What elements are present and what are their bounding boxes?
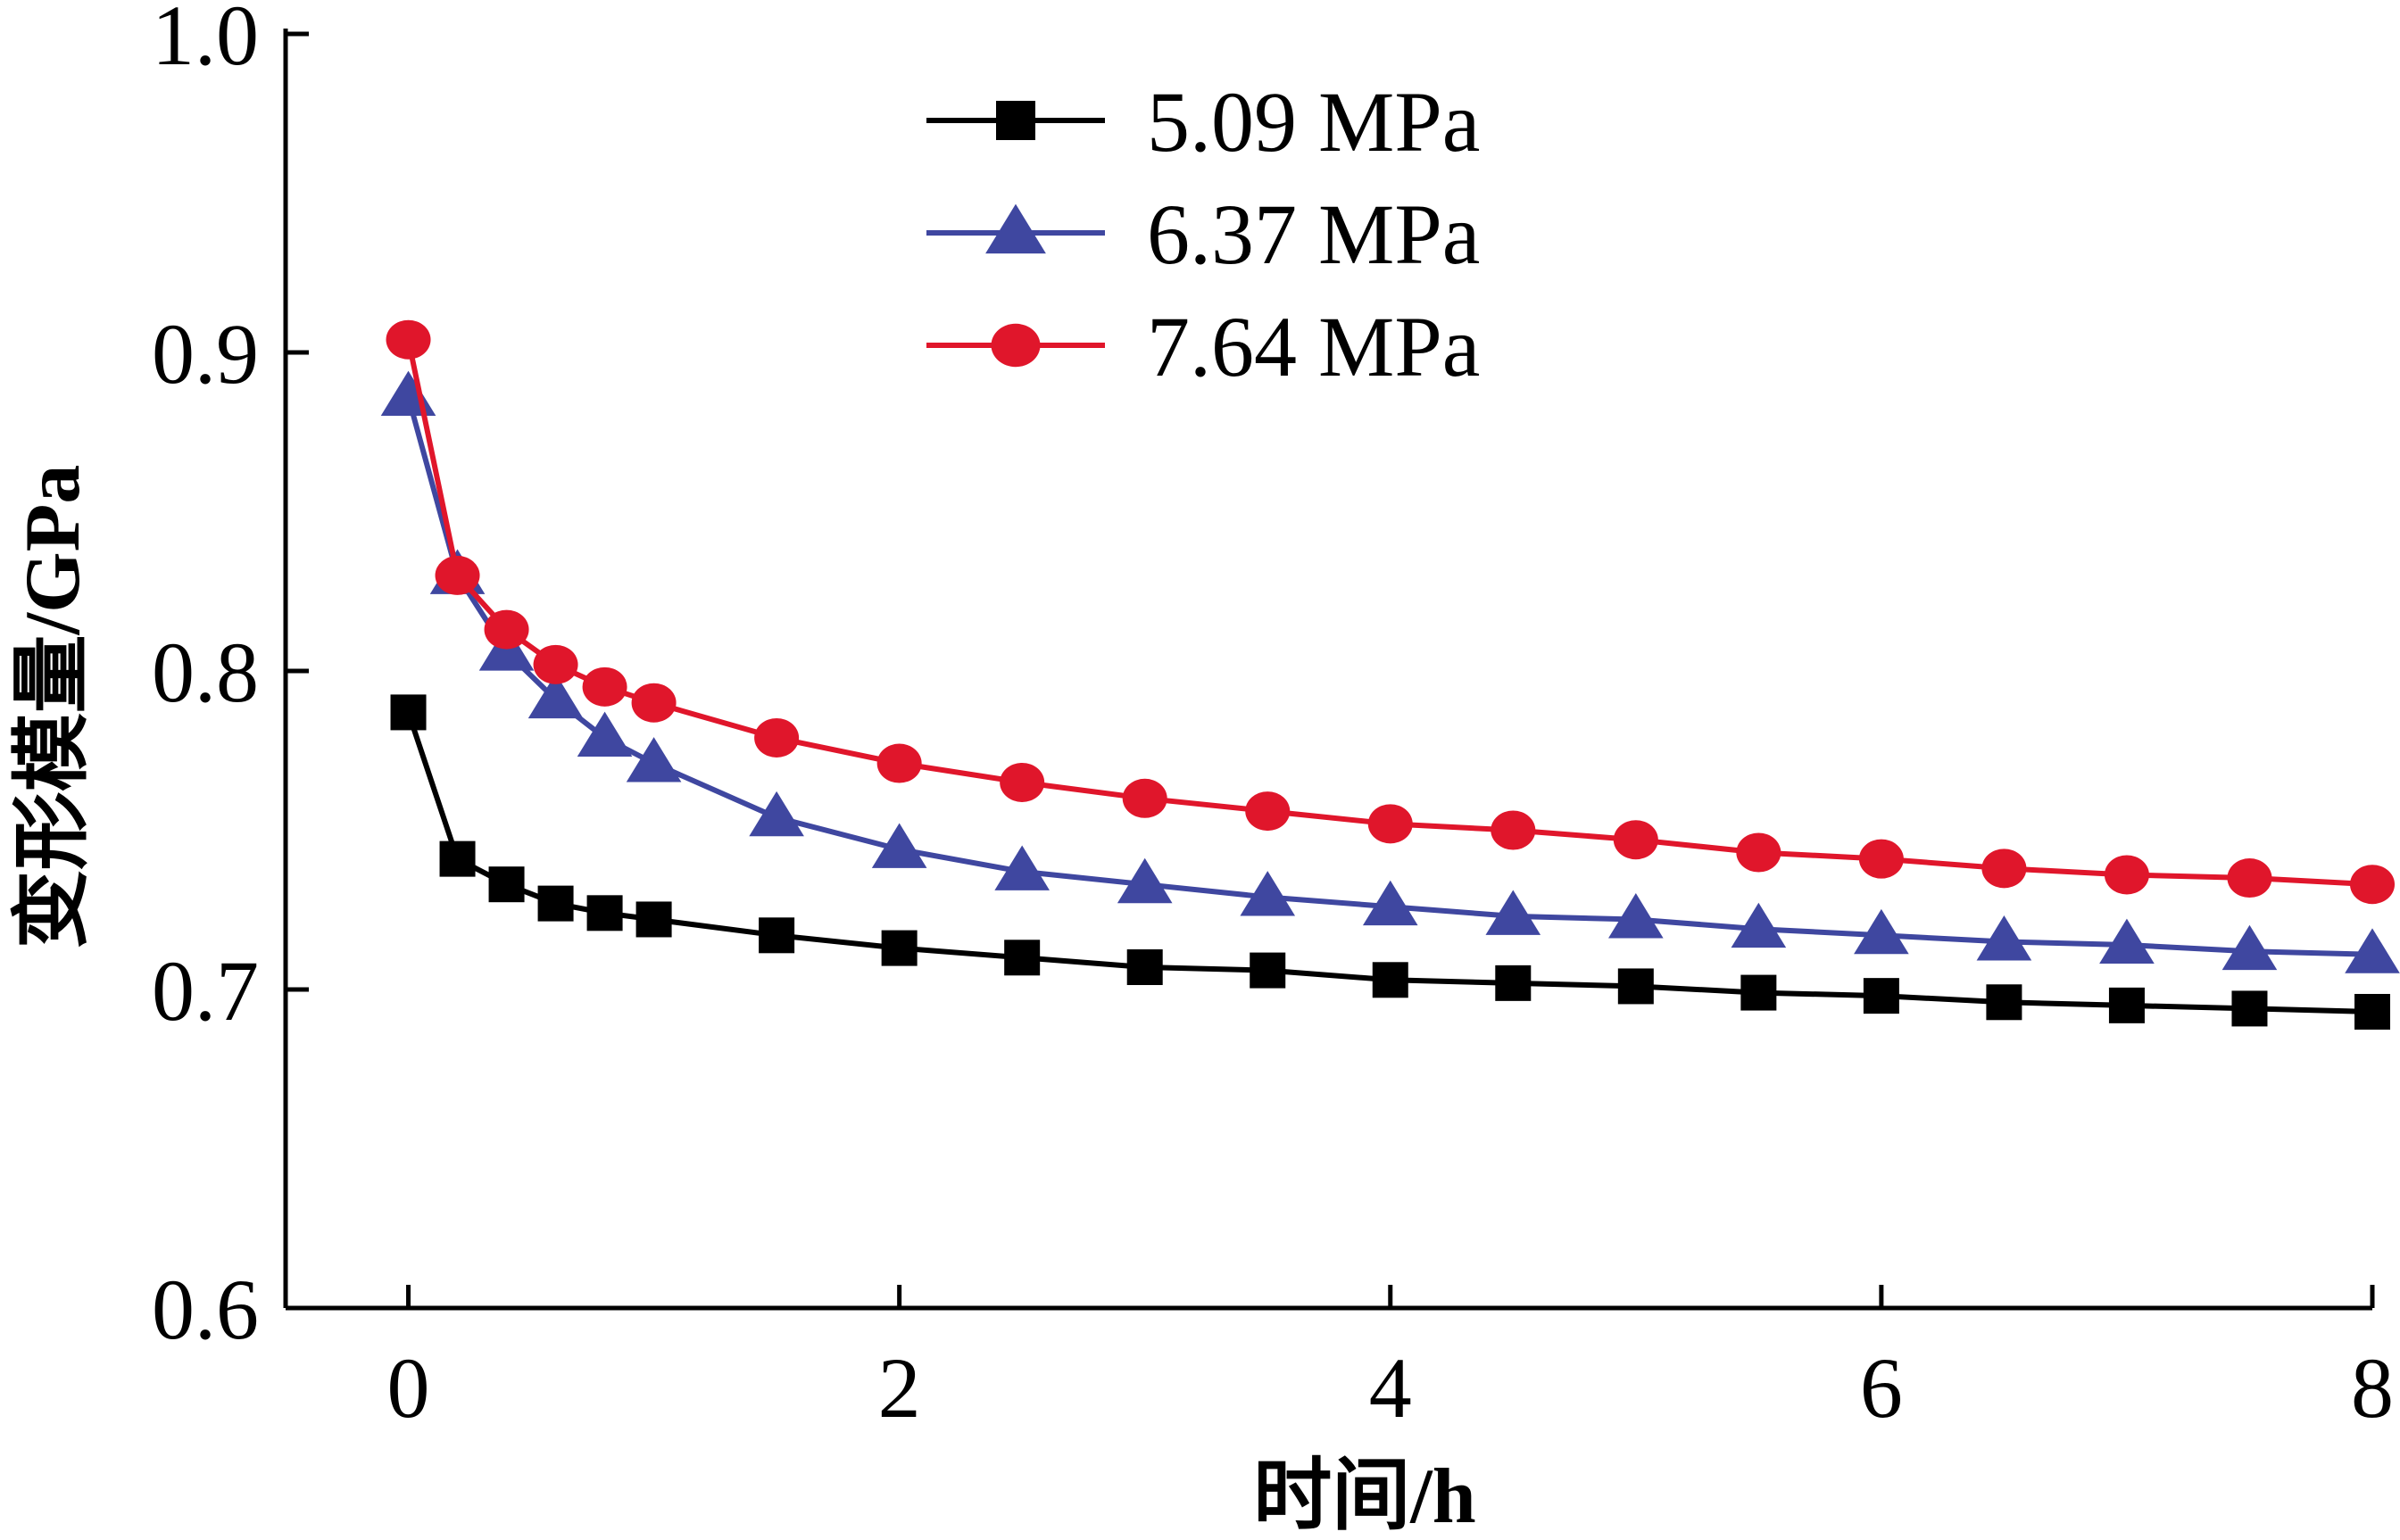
y-axis-title: 变形模量/GPa — [10, 465, 96, 949]
series-2 — [386, 319, 2395, 905]
data-point-1-19 — [2345, 928, 2400, 973]
legend-label-2: 7.64 MPa — [1147, 299, 1480, 394]
legend: 5.09 MPa 6.37 MPa 7.64 MPa — [926, 74, 1480, 394]
data-point-2-15 — [1858, 839, 1904, 879]
data-point-1-18 — [2221, 924, 2278, 971]
data-point-2-7 — [876, 743, 922, 783]
data-point-2-14 — [1736, 832, 1781, 873]
data-point-0-3 — [537, 885, 574, 922]
data-point-1-8 — [994, 845, 1050, 890]
legend-label-1: 6.37 MPa — [1147, 186, 1480, 282]
legend-marker-0 — [996, 101, 1035, 140]
data-point-0-19 — [2354, 993, 2390, 1030]
data-point-2-10 — [1245, 791, 1291, 832]
data-point-0-12 — [1495, 965, 1532, 1001]
data-point-0-16 — [1986, 984, 2022, 1021]
y-tick-label-0: 0.6 — [152, 1262, 259, 1357]
data-point-2-16 — [1981, 849, 2027, 889]
series-1 — [380, 370, 2400, 973]
data-point-2-19 — [2350, 865, 2395, 905]
data-point-2-12 — [1491, 810, 1536, 850]
y-tick-label-2: 0.8 — [152, 625, 259, 720]
data-point-1-10 — [1240, 871, 1296, 916]
data-point-2-8 — [1000, 762, 1045, 802]
data-point-2-13 — [1613, 820, 1658, 860]
data-point-2-6 — [754, 717, 800, 758]
data-point-1-16 — [1976, 915, 2032, 961]
data-point-1-15 — [1854, 908, 1909, 955]
data-point-0-4 — [586, 895, 623, 931]
data-point-2-1 — [435, 555, 480, 595]
data-point-0-13 — [1617, 968, 1654, 1005]
data-point-2-2 — [484, 609, 529, 650]
data-point-0-7 — [881, 930, 918, 966]
series-0 — [390, 694, 2390, 1030]
data-point-0-2 — [488, 866, 525, 903]
x-tick-label-3: 6 — [1860, 1340, 1903, 1436]
y-tick-label-1: 0.7 — [152, 943, 259, 1039]
y-tick-label-3: 0.9 — [152, 306, 259, 402]
legend-marker-1 — [985, 203, 1046, 254]
data-point-2-18 — [2227, 858, 2272, 898]
data-point-0-1 — [439, 840, 476, 877]
data-point-0-8 — [1004, 940, 1041, 976]
series-layer — [380, 319, 2400, 1030]
data-point-1-13 — [1608, 893, 1664, 939]
data-point-1-0 — [380, 370, 436, 416]
series-line-2 — [405, 339, 2373, 888]
data-point-2-3 — [533, 644, 578, 684]
x-tick-label-0: 0 — [387, 1340, 430, 1436]
data-point-0-15 — [1863, 978, 1899, 1014]
data-point-1-3 — [527, 673, 584, 719]
data-point-1-5 — [626, 737, 682, 782]
legend-marker-2 — [991, 323, 1041, 368]
y-tick-label-4: 1.0 — [152, 0, 259, 83]
data-point-1-9 — [1117, 857, 1173, 904]
data-point-2-11 — [1367, 804, 1413, 844]
data-point-1-11 — [1362, 880, 1418, 926]
data-point-1-12 — [1485, 890, 1541, 935]
data-point-0-11 — [1372, 962, 1408, 998]
data-point-0-0 — [390, 694, 427, 731]
data-point-0-6 — [759, 917, 795, 954]
x-axis-title: 时间/h — [1253, 1453, 1475, 1540]
x-tick-label-1: 2 — [878, 1340, 921, 1436]
data-point-2-5 — [631, 683, 677, 723]
data-point-2-4 — [582, 667, 627, 707]
data-point-2-0 — [386, 319, 431, 360]
data-point-1-17 — [2099, 918, 2155, 965]
legend-label-0: 5.09 MPa — [1147, 74, 1480, 170]
axes: 0.6 0.7 0.8 0.9 1.0 0 2 4 6 8 — [152, 0, 2394, 1436]
x-tick-label-4: 8 — [2351, 1340, 2394, 1436]
data-point-1-6 — [749, 791, 804, 837]
data-point-0-5 — [635, 901, 672, 938]
data-point-0-9 — [1126, 949, 1163, 986]
data-point-1-14 — [1731, 902, 1787, 948]
data-point-0-14 — [1740, 974, 1777, 1011]
data-point-2-17 — [2104, 855, 2149, 895]
data-point-2-9 — [1122, 778, 1167, 818]
data-point-1-7 — [871, 823, 927, 868]
x-tick-label-2: 4 — [1369, 1340, 1412, 1436]
data-point-0-18 — [2231, 990, 2268, 1027]
data-point-0-17 — [2108, 987, 2145, 1023]
data-point-0-10 — [1250, 952, 1286, 989]
data-point-1-4 — [577, 711, 633, 757]
